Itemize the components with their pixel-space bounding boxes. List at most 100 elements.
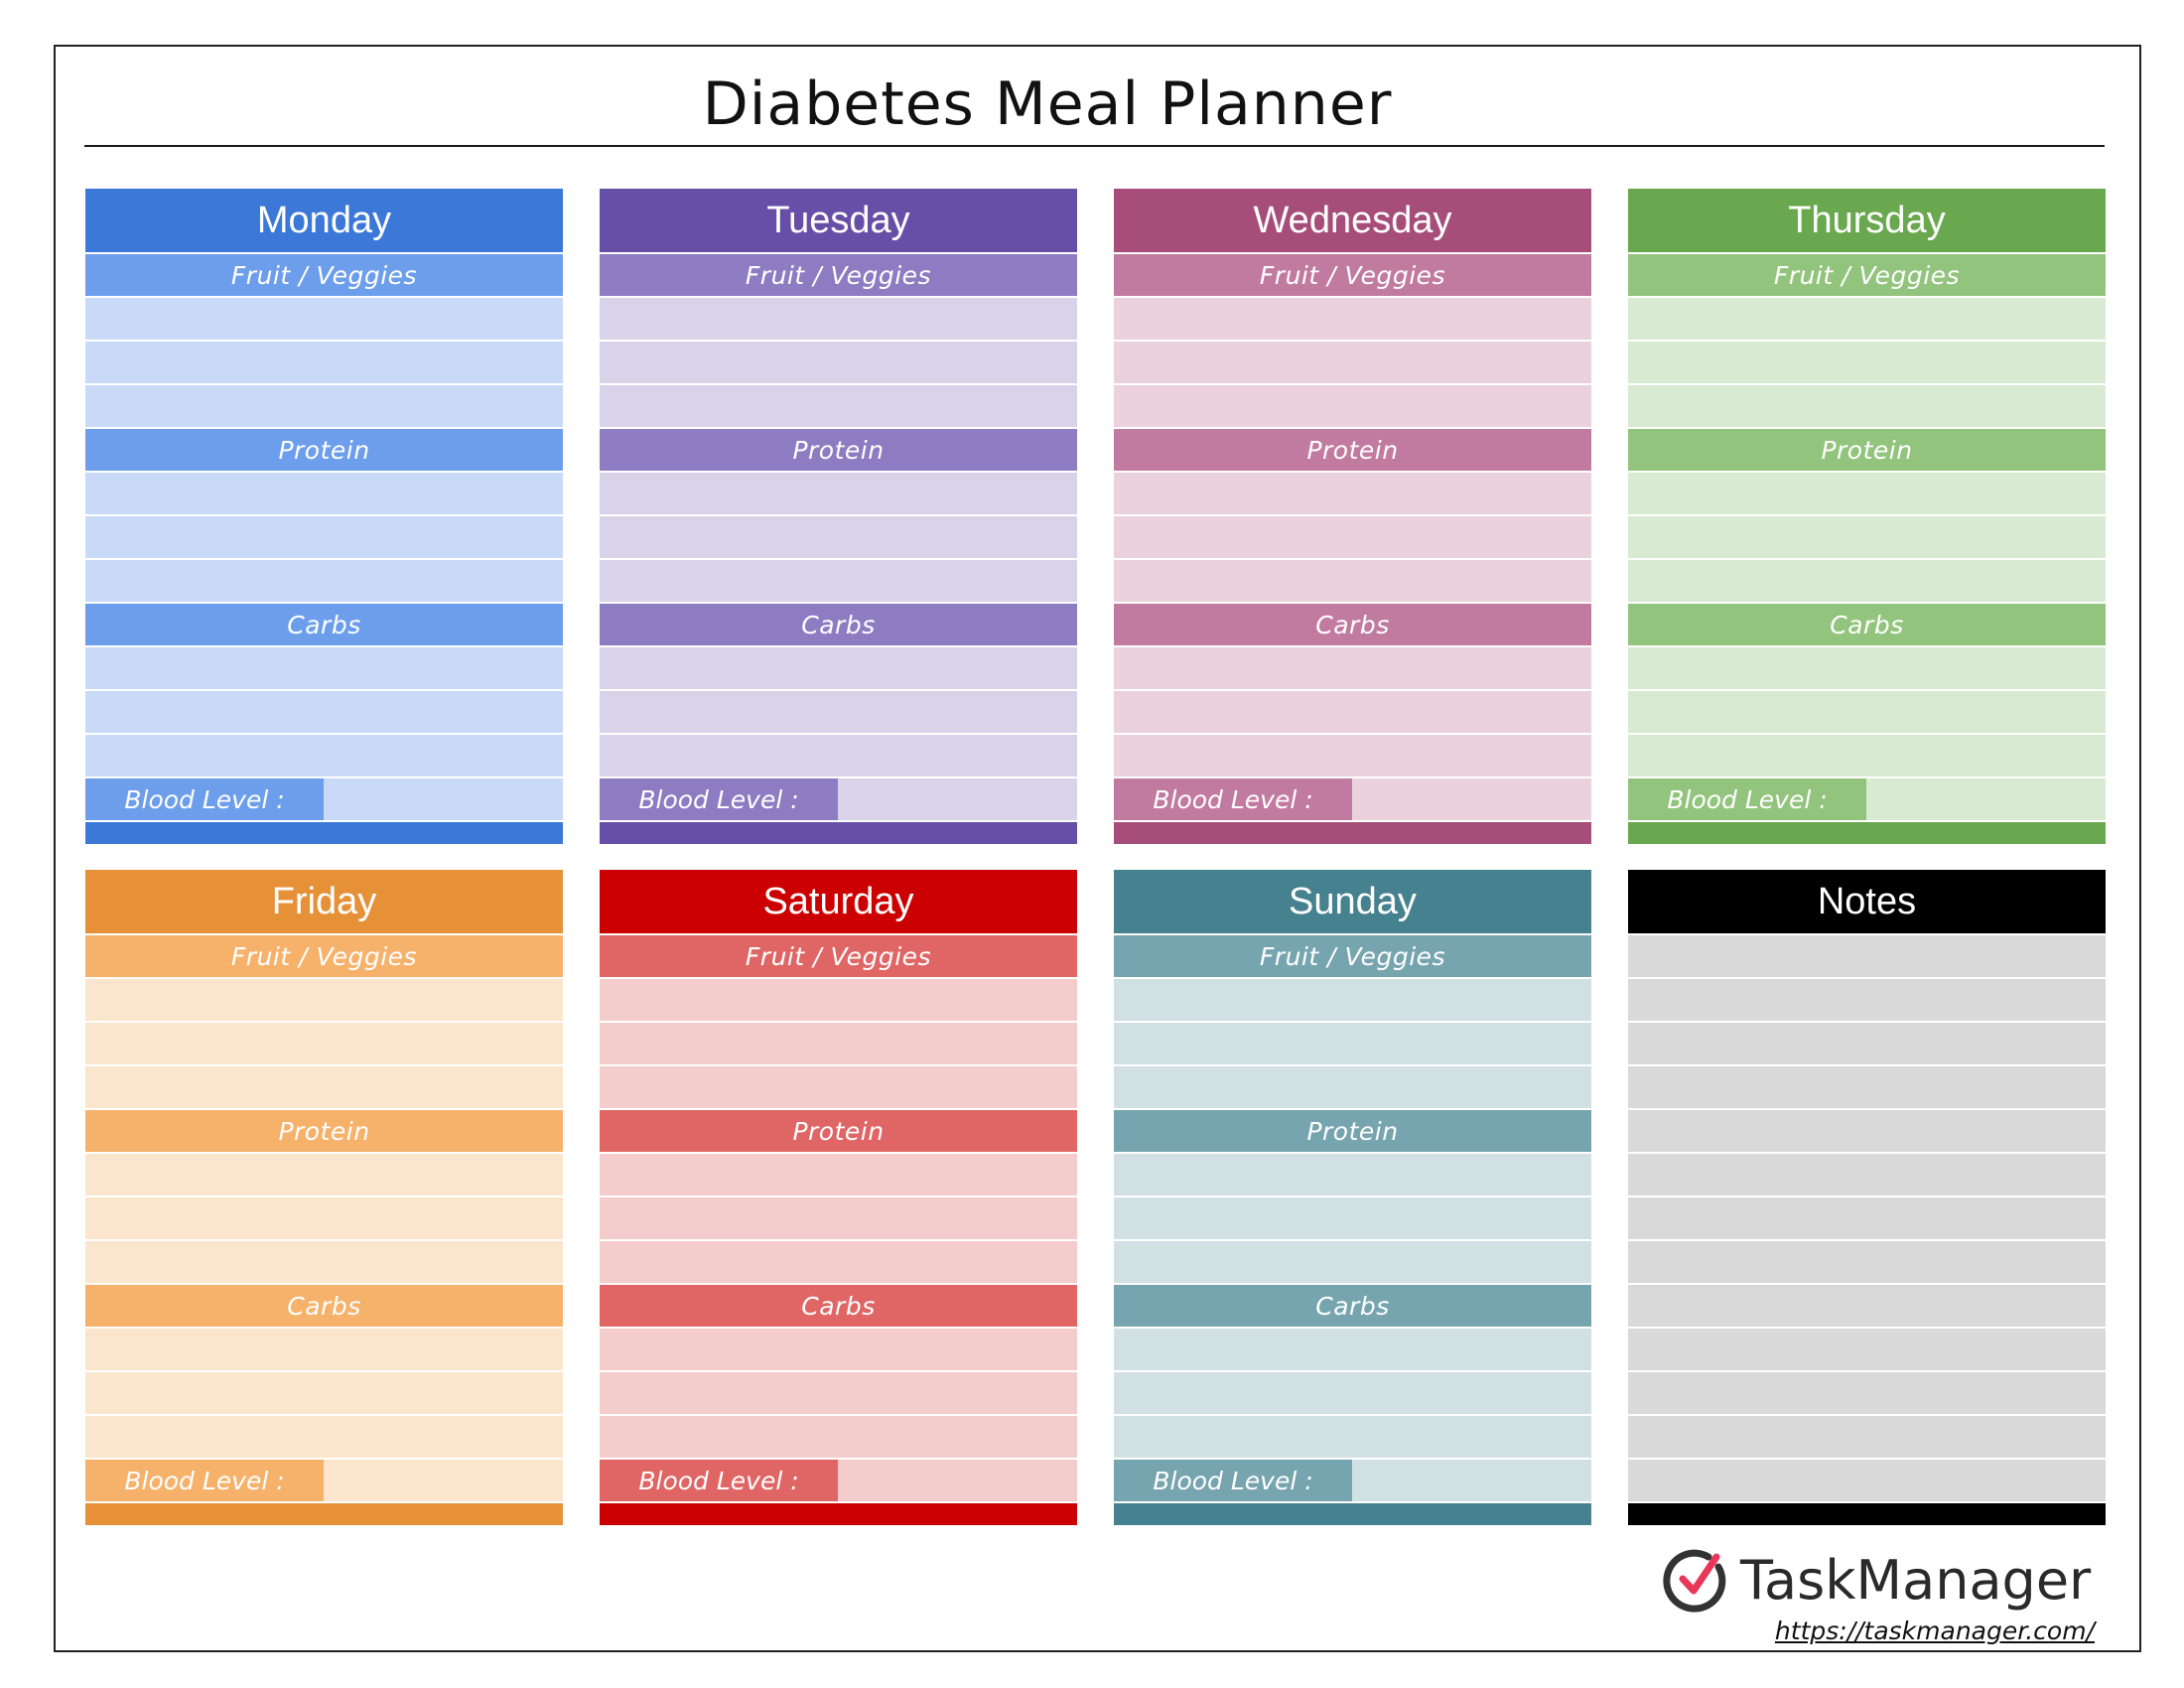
entry-line[interactable]	[85, 647, 563, 689]
entry-line[interactable]	[1628, 735, 2106, 776]
entry-line[interactable]	[600, 1416, 1077, 1458]
entry-line[interactable]	[85, 979, 563, 1021]
entry-line[interactable]	[85, 1372, 563, 1414]
entry-line[interactable]	[85, 385, 563, 427]
entry-line[interactable]	[1114, 298, 1591, 340]
entry-line[interactable]	[1114, 647, 1591, 689]
entry-line[interactable]	[1114, 385, 1591, 427]
protein-label: Protein	[85, 429, 563, 471]
entry-line[interactable]	[1628, 473, 2106, 514]
entry-line[interactable]	[1628, 385, 2106, 427]
protein-label: Protein	[600, 429, 1077, 471]
entry-line[interactable]	[600, 516, 1077, 558]
entry-line[interactable]	[85, 1416, 563, 1458]
entry-line[interactable]	[1114, 1066, 1591, 1108]
day-header: Friday	[85, 870, 563, 933]
entry-line[interactable]	[85, 1197, 563, 1239]
notes-line[interactable]	[1628, 1329, 2106, 1370]
entry-line[interactable]	[600, 298, 1077, 340]
entry-line[interactable]	[600, 1154, 1077, 1196]
entry-line[interactable]	[600, 1241, 1077, 1283]
entry-line[interactable]	[600, 647, 1077, 689]
entry-line[interactable]	[1114, 1416, 1591, 1458]
day-card-friday: Friday Fruit / Veggies Protein Carbs Blood L…	[85, 870, 563, 1525]
blood-level-field[interactable]: Blood Level :	[1114, 778, 1591, 820]
entry-line[interactable]	[85, 1023, 563, 1064]
entry-line[interactable]	[1114, 1372, 1591, 1414]
entry-line[interactable]	[600, 473, 1077, 514]
blood-level-field[interactable]: Blood Level :	[600, 1460, 1077, 1501]
day-card-sunday: Sunday Fruit / Veggies Protein Carbs Blood L…	[1114, 870, 1591, 1525]
blood-level-label: Blood Level :	[600, 778, 838, 820]
entry-line[interactable]	[1628, 298, 2106, 340]
entry-line[interactable]	[600, 1329, 1077, 1370]
entry-line[interactable]	[1114, 1241, 1591, 1283]
entry-line[interactable]	[1114, 1197, 1591, 1239]
entry-line[interactable]	[1114, 1023, 1591, 1064]
entry-line[interactable]	[600, 1066, 1077, 1108]
entry-line[interactable]	[1114, 1329, 1591, 1370]
notes-line[interactable]	[1628, 1154, 2106, 1196]
entry-line[interactable]	[600, 342, 1077, 383]
notes-line[interactable]	[1628, 1197, 2106, 1239]
entry-line[interactable]	[600, 1372, 1077, 1414]
entry-line[interactable]	[600, 691, 1077, 733]
notes-line[interactable]	[1628, 935, 2106, 977]
entry-line[interactable]	[1114, 473, 1591, 514]
entry-line[interactable]	[600, 979, 1077, 1021]
blood-level-field[interactable]: Blood Level :	[1114, 1460, 1591, 1501]
entry-line[interactable]	[1628, 647, 2106, 689]
notes-line[interactable]	[1628, 1285, 2106, 1327]
entry-line[interactable]	[1114, 735, 1591, 776]
day-card-wednesday: Wednesday Fruit / Veggies Protein Carbs Bloo…	[1114, 189, 1591, 844]
entry-line[interactable]	[85, 1241, 563, 1283]
entry-line[interactable]	[1114, 560, 1591, 602]
fruit-veggies-label: Fruit / Veggies	[85, 935, 563, 977]
notes-line[interactable]	[1628, 1066, 2106, 1108]
blood-level-field[interactable]: Blood Level :	[1628, 778, 2106, 820]
entry-line[interactable]	[85, 342, 563, 383]
fruit-veggies-label: Fruit / Veggies	[1114, 935, 1591, 977]
entry-line[interactable]	[85, 298, 563, 340]
entry-line[interactable]	[1114, 691, 1591, 733]
carbs-label: Carbs	[600, 604, 1077, 645]
entry-line[interactable]	[600, 560, 1077, 602]
entry-line[interactable]	[85, 691, 563, 733]
notes-line[interactable]	[1628, 1023, 2106, 1064]
fruit-veggies-label: Fruit / Veggies	[600, 935, 1077, 977]
notes-line[interactable]	[1628, 1460, 2106, 1501]
brand-url-link[interactable]: https://taskmanager.com/	[1774, 1617, 2095, 1645]
blood-level-field[interactable]: Blood Level :	[85, 1460, 563, 1501]
notes-card: Notes	[1628, 870, 2106, 1525]
entry-line[interactable]	[85, 516, 563, 558]
notes-line[interactable]	[1628, 1110, 2106, 1152]
entry-line[interactable]	[1114, 979, 1591, 1021]
entry-line[interactable]	[85, 1329, 563, 1370]
protein-label: Protein	[1628, 429, 2106, 471]
entry-line[interactable]	[1628, 691, 2106, 733]
day-header: Monday	[85, 189, 563, 252]
entry-line[interactable]	[600, 385, 1077, 427]
entry-line[interactable]	[85, 473, 563, 514]
notes-line[interactable]	[1628, 1241, 2106, 1283]
entry-line[interactable]	[85, 560, 563, 602]
entry-line[interactable]	[85, 735, 563, 776]
notes-line[interactable]	[1628, 1372, 2106, 1414]
blood-level-field[interactable]: Blood Level :	[85, 778, 563, 820]
entry-line[interactable]	[1114, 516, 1591, 558]
blood-level-label: Blood Level :	[85, 1460, 324, 1501]
entry-line[interactable]	[600, 735, 1077, 776]
blood-level-field[interactable]: Blood Level :	[600, 778, 1077, 820]
entry-line[interactable]	[1628, 342, 2106, 383]
entry-line[interactable]	[1628, 516, 2106, 558]
entry-line[interactable]	[1114, 342, 1591, 383]
entry-line[interactable]	[85, 1154, 563, 1196]
entry-line[interactable]	[1114, 1154, 1591, 1196]
notes-header: Notes	[1628, 870, 2106, 933]
notes-line[interactable]	[1628, 979, 2106, 1021]
entry-line[interactable]	[85, 1066, 563, 1108]
entry-line[interactable]	[600, 1023, 1077, 1064]
entry-line[interactable]	[600, 1197, 1077, 1239]
notes-line[interactable]	[1628, 1416, 2106, 1458]
entry-line[interactable]	[1628, 560, 2106, 602]
